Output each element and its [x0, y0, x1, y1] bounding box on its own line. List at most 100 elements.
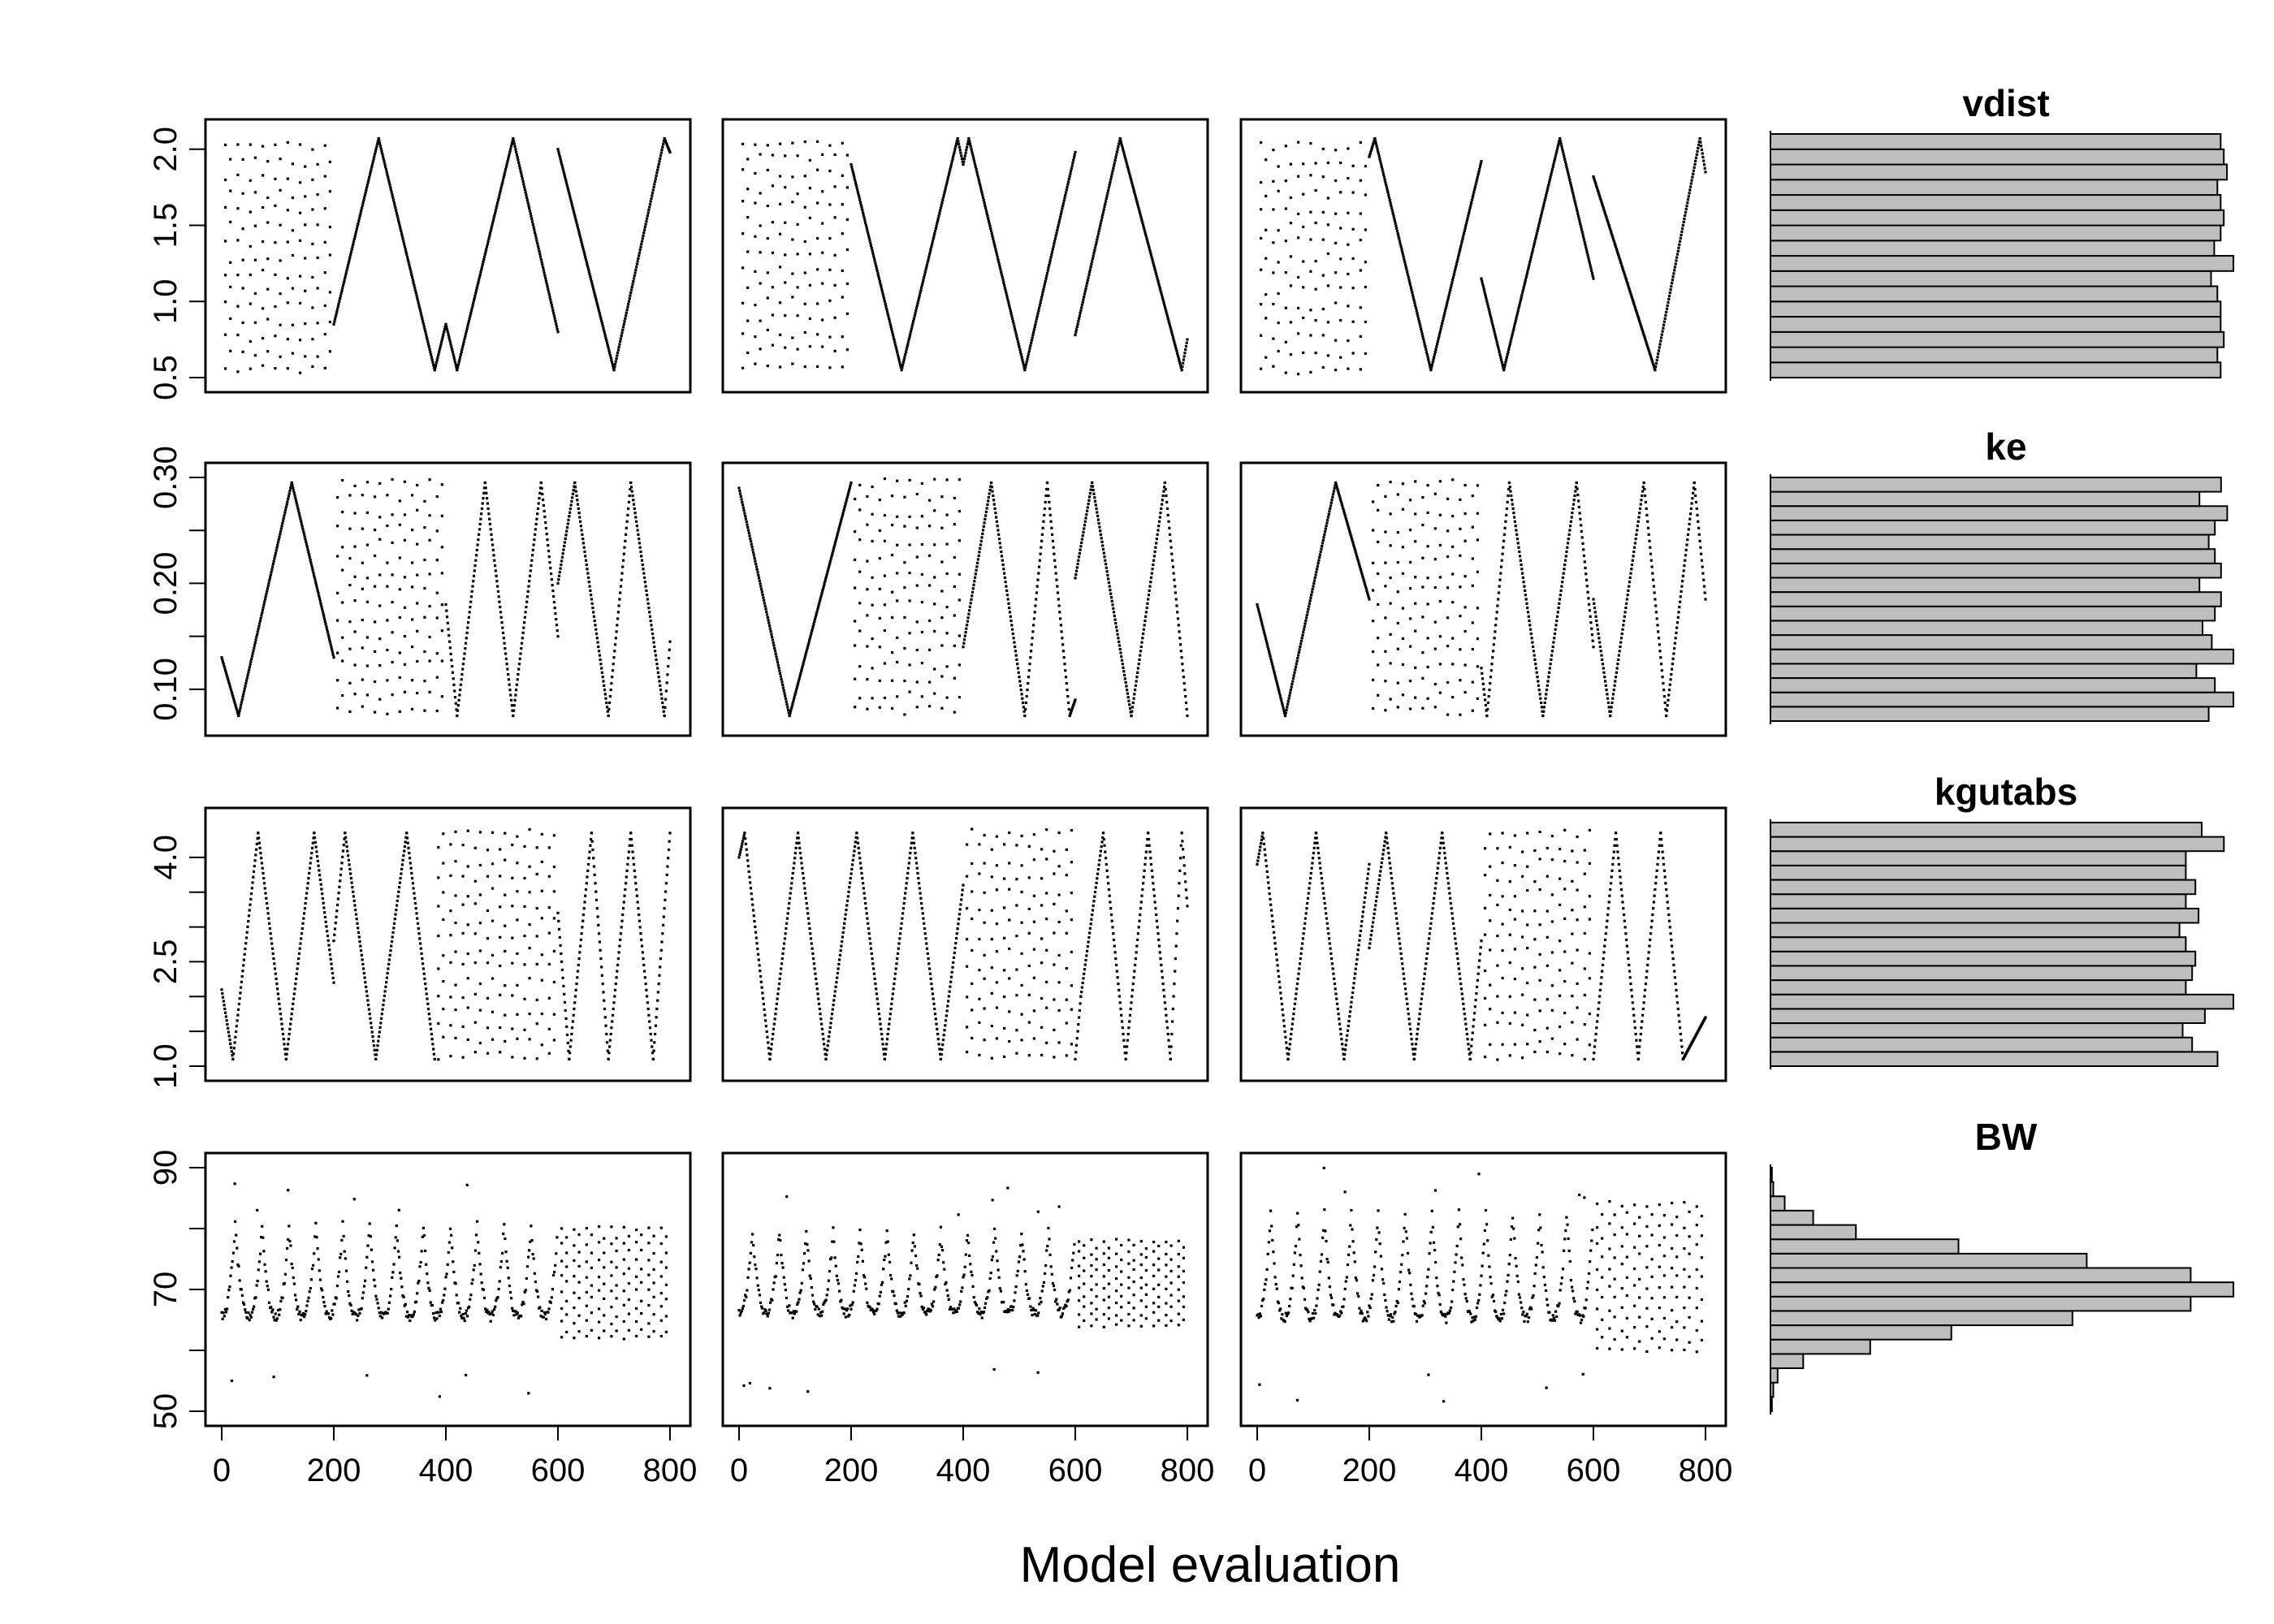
data-point — [432, 363, 435, 366]
data-point — [668, 150, 672, 154]
data-point — [1433, 620, 1437, 624]
data-point — [395, 909, 398, 912]
data-point — [1597, 632, 1600, 636]
data-point — [262, 240, 265, 244]
data-point — [1422, 340, 1426, 343]
data-point — [639, 932, 642, 935]
data-point — [958, 145, 961, 149]
data-point — [1347, 529, 1351, 532]
data-point — [1674, 262, 1677, 266]
data-point — [1017, 671, 1020, 674]
data-point — [1096, 238, 1099, 241]
data-point — [1459, 648, 1462, 651]
data-point — [1377, 155, 1381, 158]
data-point — [271, 952, 275, 955]
data-point — [415, 912, 418, 915]
data-point — [279, 223, 282, 227]
data-point — [1418, 322, 1421, 326]
data-point — [1085, 513, 1088, 516]
data-point — [512, 142, 516, 145]
data-point — [779, 675, 782, 678]
data-point — [1127, 170, 1131, 173]
data-point — [635, 520, 638, 523]
data-point — [1479, 162, 1482, 166]
data-point — [386, 173, 389, 176]
data-point — [1494, 338, 1498, 341]
data-point — [854, 586, 857, 590]
data-point — [240, 986, 243, 989]
data-point — [1563, 160, 1567, 163]
data-point — [328, 291, 331, 294]
data-point — [932, 235, 936, 238]
data-point — [370, 166, 374, 169]
data-point — [1165, 500, 1169, 503]
data-point — [1140, 218, 1143, 222]
data-point — [336, 903, 339, 906]
data-point — [1403, 261, 1407, 264]
data-point — [472, 301, 475, 304]
data-point — [603, 999, 606, 1002]
data-point — [1534, 663, 1537, 666]
data-point — [655, 658, 658, 661]
data-point — [920, 695, 923, 698]
data-point — [845, 500, 848, 503]
data-point — [1571, 192, 1575, 195]
data-point — [253, 641, 257, 644]
data-point — [311, 178, 314, 181]
data-point — [958, 634, 961, 637]
data-point — [571, 496, 574, 499]
data-point — [1684, 554, 1688, 557]
data-point — [320, 607, 324, 611]
data-point — [291, 352, 294, 355]
data-point — [577, 957, 581, 961]
data-point — [1421, 676, 1424, 680]
data-point — [461, 667, 465, 671]
data-point — [484, 250, 487, 253]
data-point — [776, 663, 780, 667]
data-point — [1578, 220, 1581, 223]
data-point — [858, 629, 862, 633]
histogram-bar — [1770, 361, 2222, 379]
data-point — [742, 834, 746, 837]
data-point — [1105, 570, 1109, 573]
data-point — [893, 340, 897, 343]
data-point — [443, 328, 447, 331]
data-point — [353, 575, 357, 578]
data-point — [1414, 304, 1417, 308]
data-point — [1450, 283, 1453, 287]
data-point — [1339, 499, 1342, 502]
data-point — [791, 362, 794, 365]
data-point — [928, 584, 932, 587]
data-point — [1518, 304, 1521, 308]
data-point — [866, 645, 869, 648]
data-point — [369, 171, 372, 174]
data-point — [1615, 249, 1619, 253]
data-point — [919, 292, 922, 295]
data-point — [659, 154, 663, 158]
data-point — [1265, 356, 1268, 359]
data-point — [615, 357, 618, 361]
data-point — [457, 698, 460, 702]
data-point — [753, 920, 756, 923]
data-point — [1666, 704, 1669, 707]
data-point — [1456, 257, 1459, 261]
data-point — [408, 852, 411, 855]
data-point — [656, 671, 659, 674]
data-point — [378, 516, 382, 519]
data-point — [497, 595, 500, 598]
data-point — [1325, 525, 1328, 528]
data-point — [941, 196, 945, 200]
data-point — [279, 1013, 282, 1016]
data-point — [1083, 527, 1086, 530]
data-point — [349, 877, 352, 880]
data-point — [1321, 538, 1325, 542]
data-point — [1675, 259, 1678, 262]
data-point — [783, 692, 786, 695]
data-point — [1176, 352, 1179, 356]
data-point — [530, 214, 533, 218]
data-point — [1314, 352, 1317, 355]
data-point — [1667, 300, 1670, 304]
data-point — [1272, 667, 1275, 671]
data-point — [249, 897, 253, 901]
